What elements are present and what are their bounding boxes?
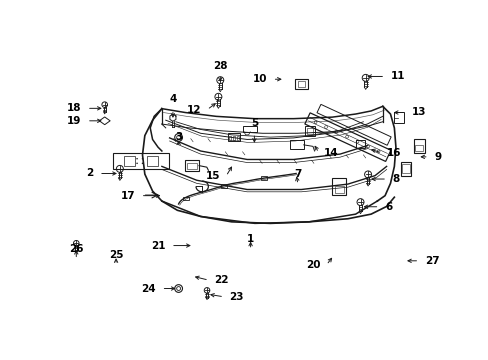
Text: 10: 10 xyxy=(252,74,266,84)
Text: 26: 26 xyxy=(69,244,83,254)
Bar xyxy=(243,126,257,132)
Text: 14: 14 xyxy=(324,148,338,158)
Text: 12: 12 xyxy=(187,105,201,115)
Bar xyxy=(185,160,199,171)
Text: 20: 20 xyxy=(306,260,320,270)
Bar xyxy=(232,136,235,140)
Bar xyxy=(400,162,410,176)
Text: 5: 5 xyxy=(250,118,258,128)
Text: 18: 18 xyxy=(67,103,81,113)
Bar xyxy=(414,145,422,151)
Text: 22: 22 xyxy=(214,275,228,285)
Text: 23: 23 xyxy=(229,292,244,302)
Bar xyxy=(355,140,364,148)
Circle shape xyxy=(136,163,138,164)
Bar xyxy=(289,140,303,149)
Bar xyxy=(332,178,346,195)
Bar xyxy=(401,164,409,173)
Bar xyxy=(113,153,168,169)
Bar xyxy=(297,81,305,87)
Text: 3: 3 xyxy=(175,132,182,142)
Text: 1: 1 xyxy=(246,234,254,244)
Text: 7: 7 xyxy=(294,169,301,179)
Bar xyxy=(227,133,240,141)
Text: 28: 28 xyxy=(213,61,227,71)
Text: 19: 19 xyxy=(67,116,81,126)
Bar xyxy=(334,186,343,193)
Bar xyxy=(306,128,312,134)
Text: 8: 8 xyxy=(392,174,399,184)
Circle shape xyxy=(136,158,138,159)
Bar xyxy=(413,139,424,153)
Bar xyxy=(187,163,196,169)
Text: 27: 27 xyxy=(424,256,438,266)
Text: 21: 21 xyxy=(151,240,165,251)
Circle shape xyxy=(142,163,143,164)
Text: 2: 2 xyxy=(86,168,93,179)
Text: 4: 4 xyxy=(169,94,176,104)
Bar xyxy=(221,184,227,188)
Circle shape xyxy=(142,158,143,159)
Text: 16: 16 xyxy=(386,148,401,158)
Bar xyxy=(147,156,158,166)
Text: 9: 9 xyxy=(433,152,440,162)
Bar xyxy=(295,80,307,89)
Text: 6: 6 xyxy=(384,202,391,212)
Text: 24: 24 xyxy=(141,284,156,293)
Bar xyxy=(183,197,189,201)
Text: 11: 11 xyxy=(390,72,404,81)
Bar xyxy=(305,126,314,136)
Bar xyxy=(228,136,231,140)
Bar xyxy=(123,156,135,166)
Text: 25: 25 xyxy=(109,249,123,260)
Bar xyxy=(393,112,403,123)
Text: 15: 15 xyxy=(205,171,220,181)
Bar xyxy=(236,136,239,140)
Text: 13: 13 xyxy=(410,108,425,117)
Bar xyxy=(260,176,266,180)
Text: 17: 17 xyxy=(121,191,135,201)
